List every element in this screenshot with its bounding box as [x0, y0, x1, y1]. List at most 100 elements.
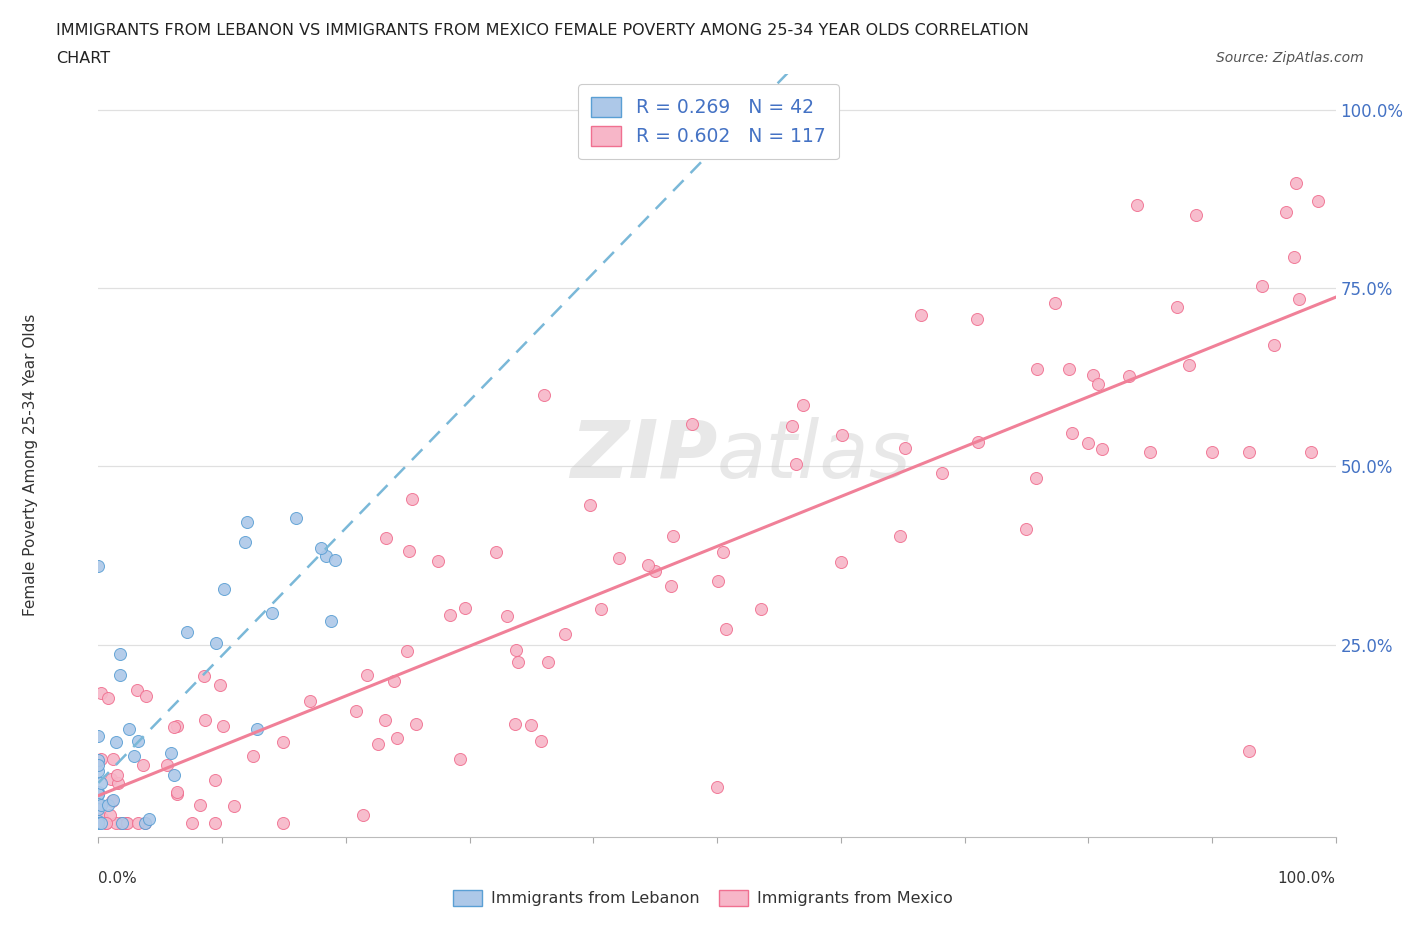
- Point: [271, 735, 294, 750]
- Point: [1282, 249, 1305, 264]
- Point: [1306, 193, 1329, 208]
- Point: [97, 690, 120, 705]
- Point: [533, 388, 555, 403]
- Point: [1077, 435, 1099, 450]
- Point: [233, 534, 256, 549]
- Text: IMMIGRANTS FROM LEBANON VS IMMIGRANTS FROM MEXICO FEMALE POVERTY AMONG 25-34 YEA: IMMIGRANTS FROM LEBANON VS IMMIGRANTS FR…: [56, 23, 1029, 38]
- Point: [831, 428, 853, 443]
- Point: [382, 673, 405, 688]
- Point: [894, 441, 917, 456]
- Point: [591, 602, 613, 617]
- Point: [101, 794, 124, 809]
- Point: [485, 545, 508, 560]
- Point: [87, 787, 110, 802]
- Point: [163, 768, 186, 783]
- Point: [1275, 205, 1298, 219]
- Point: [90, 816, 112, 830]
- Point: [780, 419, 803, 434]
- Point: [204, 816, 226, 830]
- Point: [751, 601, 773, 616]
- Point: [87, 758, 110, 773]
- Point: [396, 644, 419, 658]
- Point: [115, 816, 138, 830]
- Point: [706, 779, 728, 794]
- Point: [352, 807, 374, 822]
- Point: [1250, 278, 1272, 293]
- Point: [105, 767, 128, 782]
- Text: 100.0%: 100.0%: [1278, 871, 1336, 886]
- Point: [1288, 292, 1310, 307]
- Point: [375, 531, 398, 546]
- Point: [162, 720, 184, 735]
- Point: [1060, 425, 1083, 440]
- Point: [212, 581, 235, 596]
- Point: [319, 614, 342, 629]
- Text: ZIP: ZIP: [569, 417, 717, 495]
- Point: [644, 564, 666, 578]
- Point: [385, 731, 408, 746]
- Point: [236, 515, 259, 530]
- Point: [90, 751, 112, 766]
- Point: [108, 668, 131, 683]
- Point: [98, 808, 121, 823]
- Point: [208, 678, 231, 693]
- Point: [166, 787, 188, 802]
- Point: [111, 816, 134, 830]
- Point: [103, 792, 125, 807]
- Point: [134, 816, 156, 830]
- Point: [496, 608, 519, 623]
- Point: [194, 712, 217, 727]
- Point: [87, 752, 110, 767]
- Point: [344, 703, 367, 718]
- Point: [401, 492, 423, 507]
- Point: [242, 749, 264, 764]
- Point: [131, 757, 153, 772]
- Point: [90, 685, 112, 700]
- Point: [1118, 368, 1140, 383]
- Text: CHART: CHART: [56, 51, 110, 66]
- Point: [271, 816, 294, 830]
- Point: [298, 694, 321, 709]
- Point: [1081, 368, 1104, 383]
- Point: [87, 785, 110, 800]
- Point: [1057, 362, 1080, 377]
- Point: [285, 511, 308, 525]
- Point: [166, 785, 188, 800]
- Point: [1166, 299, 1188, 314]
- Point: [100, 772, 122, 787]
- Point: [166, 718, 188, 733]
- Point: [323, 552, 346, 567]
- Point: [101, 752, 124, 767]
- Point: [94, 816, 117, 830]
- Point: [1125, 197, 1147, 212]
- Point: [707, 574, 730, 589]
- Point: [1237, 744, 1260, 759]
- Point: [122, 749, 145, 764]
- Point: [1087, 377, 1109, 392]
- Point: [159, 746, 181, 761]
- Point: [94, 816, 117, 830]
- Point: [110, 816, 132, 830]
- Point: [134, 816, 156, 830]
- Point: [193, 669, 215, 684]
- Point: [374, 712, 396, 727]
- Point: [503, 717, 526, 732]
- Point: [554, 627, 576, 642]
- Point: [204, 773, 226, 788]
- Point: [454, 600, 477, 615]
- Point: [87, 787, 110, 802]
- Point: [398, 544, 420, 559]
- Point: [87, 797, 110, 812]
- Point: [181, 816, 204, 830]
- Point: [1043, 295, 1066, 310]
- Point: [260, 606, 283, 621]
- Point: [87, 764, 110, 778]
- Point: [681, 417, 703, 432]
- Point: [205, 635, 228, 650]
- Point: [176, 625, 198, 640]
- Point: [90, 798, 112, 813]
- Point: [211, 718, 233, 733]
- Point: [637, 558, 659, 573]
- Point: [716, 621, 738, 636]
- Point: [105, 735, 128, 750]
